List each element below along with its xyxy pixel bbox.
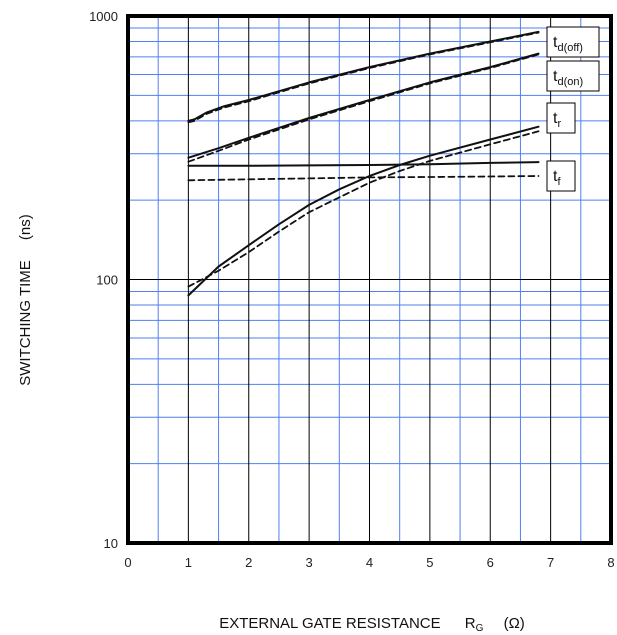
- curve-label-tdoff: td(off): [546, 26, 600, 58]
- x-axis-symbol: R: [465, 615, 476, 632]
- curves: [187, 30, 540, 297]
- curve-label-sub: r: [557, 118, 561, 130]
- y-axis-label-text: SWITCHING TIME: [17, 260, 34, 386]
- y-tick-label: 10: [104, 536, 118, 551]
- curve-label-tr: tr: [546, 102, 576, 134]
- x-axis-label-text: EXTERNAL GATE RESISTANCE: [219, 615, 440, 632]
- y-tick-label: 100: [96, 273, 118, 288]
- x-tick-label: 5: [426, 555, 433, 570]
- series-line-tr-solid: [187, 125, 540, 297]
- curve-label-sub: d(on): [557, 76, 583, 88]
- x-tick-label: 2: [245, 555, 252, 570]
- curve-label-box: [546, 160, 576, 192]
- x-axis-label: EXTERNAL GATE RESISTANCE RG (Ω): [219, 615, 525, 635]
- x-tick-label: 7: [547, 555, 554, 570]
- x-tick-label: 3: [306, 555, 313, 570]
- x-tick-label: 8: [607, 555, 614, 570]
- curve-label-text: td(off): [553, 34, 583, 54]
- tick-labels: 0 1 2 3 4 5 6 7 8 10 100 1000: [89, 9, 615, 570]
- curve-label-tf: tf: [546, 160, 576, 192]
- x-tick-label: 4: [366, 555, 373, 570]
- y-axis-unit: (ns): [17, 214, 34, 240]
- curve-label-box: [546, 102, 576, 134]
- x-axis-unit: (Ω): [504, 615, 525, 632]
- curve-label-tdon: td(on): [546, 60, 600, 92]
- series-line-tdon-dashed: [187, 53, 540, 163]
- curve-label-main: t: [553, 34, 558, 51]
- x-tick-label: 0: [124, 555, 131, 570]
- curve-label-main: t: [553, 110, 558, 127]
- series-line-tr-dashed: [187, 130, 540, 288]
- curve-label-sub: f: [557, 176, 561, 188]
- series-line-tf-dashed: [187, 175, 540, 182]
- curve-label-text: tf: [553, 168, 561, 188]
- series-line-tf-solid: [187, 161, 540, 167]
- curve-label-text: tr: [553, 110, 561, 130]
- curve-label-box: [546, 60, 600, 92]
- y-tick-label: 1000: [89, 9, 118, 24]
- curve-label-box: [546, 26, 600, 58]
- series-line-tdoff-dashed: [187, 31, 540, 124]
- y-axis-label: SWITCHING TIME (ns): [17, 214, 34, 386]
- curve-label-sub: d(off): [557, 42, 582, 54]
- curve-label-main: t: [553, 68, 558, 85]
- x-axis-symbol-subscript: G: [476, 623, 484, 634]
- plot-area: [126, 14, 613, 545]
- x-tick-label: 1: [185, 555, 192, 570]
- curve-label-main: t: [553, 168, 558, 185]
- plot-frame: [126, 14, 613, 545]
- curve-label-text: td(on): [553, 68, 583, 88]
- x-tick-label: 6: [487, 555, 494, 570]
